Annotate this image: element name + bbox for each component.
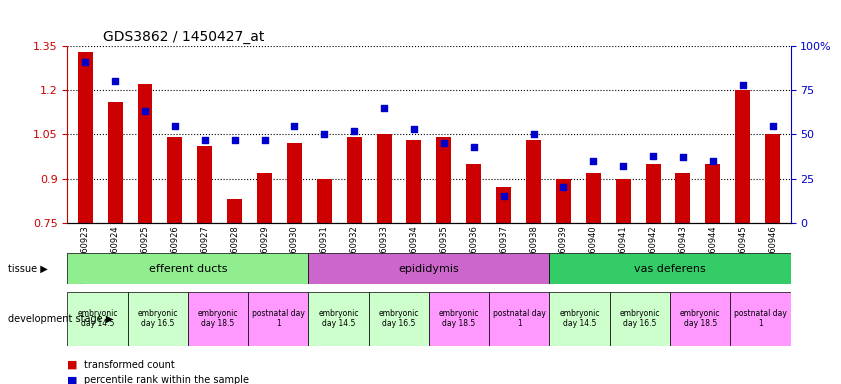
Bar — [489, 292, 549, 346]
Text: GDS3862 / 1450427_at: GDS3862 / 1450427_at — [103, 30, 265, 44]
Point — [676, 154, 690, 161]
Point — [138, 108, 151, 114]
Point — [647, 152, 660, 159]
Point — [706, 158, 720, 164]
Text: embryonic
day 16.5: embryonic day 16.5 — [378, 309, 419, 328]
Point — [766, 122, 780, 129]
Bar — [257, 173, 272, 223]
Text: embryonic
day 18.5: embryonic day 18.5 — [680, 309, 721, 328]
Point — [108, 78, 122, 84]
Bar — [735, 90, 750, 223]
Bar — [346, 137, 362, 223]
Point — [407, 126, 420, 132]
Point — [526, 131, 540, 137]
Text: transformed count: transformed count — [84, 360, 175, 370]
Text: ■: ■ — [67, 360, 77, 370]
Bar — [67, 292, 128, 346]
Point — [497, 193, 510, 199]
Bar — [198, 146, 212, 223]
Bar — [556, 179, 571, 223]
Point — [288, 122, 301, 129]
Point — [228, 137, 241, 143]
Point — [616, 163, 630, 169]
Bar — [377, 134, 392, 223]
Bar — [248, 292, 309, 346]
Bar — [670, 292, 730, 346]
Bar — [549, 253, 791, 284]
Point — [198, 137, 211, 143]
Point — [258, 137, 272, 143]
Text: embryonic
day 14.5: embryonic day 14.5 — [77, 309, 118, 328]
Bar — [287, 143, 302, 223]
Bar — [586, 173, 600, 223]
Text: embryonic
day 14.5: embryonic day 14.5 — [318, 309, 359, 328]
Text: postnatal day
1: postnatal day 1 — [734, 309, 787, 328]
Bar — [406, 140, 421, 223]
Point — [347, 128, 361, 134]
Bar — [496, 187, 511, 223]
Point — [318, 131, 331, 137]
Text: vas deferens: vas deferens — [634, 264, 706, 274]
Text: ■: ■ — [67, 375, 77, 384]
Bar — [549, 292, 610, 346]
Text: percentile rank within the sample: percentile rank within the sample — [84, 375, 249, 384]
Text: development stage ▶: development stage ▶ — [8, 314, 114, 324]
Bar — [77, 52, 93, 223]
Bar — [765, 134, 780, 223]
Bar — [67, 253, 309, 284]
Bar — [675, 173, 690, 223]
Text: efferent ducts: efferent ducts — [149, 264, 227, 274]
Point — [557, 184, 570, 190]
Bar — [436, 137, 452, 223]
Bar — [188, 292, 248, 346]
Bar — [138, 84, 152, 223]
Text: embryonic
day 14.5: embryonic day 14.5 — [559, 309, 600, 328]
Text: embryonic
day 18.5: embryonic day 18.5 — [439, 309, 479, 328]
Bar — [167, 137, 182, 223]
Text: postnatal day
1: postnatal day 1 — [493, 309, 546, 328]
Point — [168, 122, 182, 129]
Bar — [646, 164, 660, 223]
Point — [736, 82, 749, 88]
Point — [586, 158, 600, 164]
Text: postnatal day
1: postnatal day 1 — [251, 309, 304, 328]
Bar — [706, 164, 720, 223]
Text: embryonic
day 18.5: embryonic day 18.5 — [198, 309, 238, 328]
Bar — [526, 140, 541, 223]
Bar — [317, 179, 332, 223]
Bar — [730, 292, 791, 346]
Bar — [309, 253, 549, 284]
Bar — [227, 199, 242, 223]
Bar — [466, 164, 481, 223]
Bar — [610, 292, 670, 346]
Bar — [128, 292, 188, 346]
Bar — [616, 179, 631, 223]
Bar — [108, 102, 123, 223]
Text: tissue ▶: tissue ▶ — [8, 264, 48, 274]
Point — [437, 140, 451, 146]
Text: embryonic
day 16.5: embryonic day 16.5 — [620, 309, 660, 328]
Bar — [309, 292, 368, 346]
Point — [467, 144, 480, 150]
Bar — [368, 292, 429, 346]
Bar — [429, 292, 489, 346]
Point — [378, 105, 391, 111]
Point — [78, 59, 92, 65]
Text: epididymis: epididymis — [399, 264, 459, 274]
Text: embryonic
day 16.5: embryonic day 16.5 — [137, 309, 178, 328]
